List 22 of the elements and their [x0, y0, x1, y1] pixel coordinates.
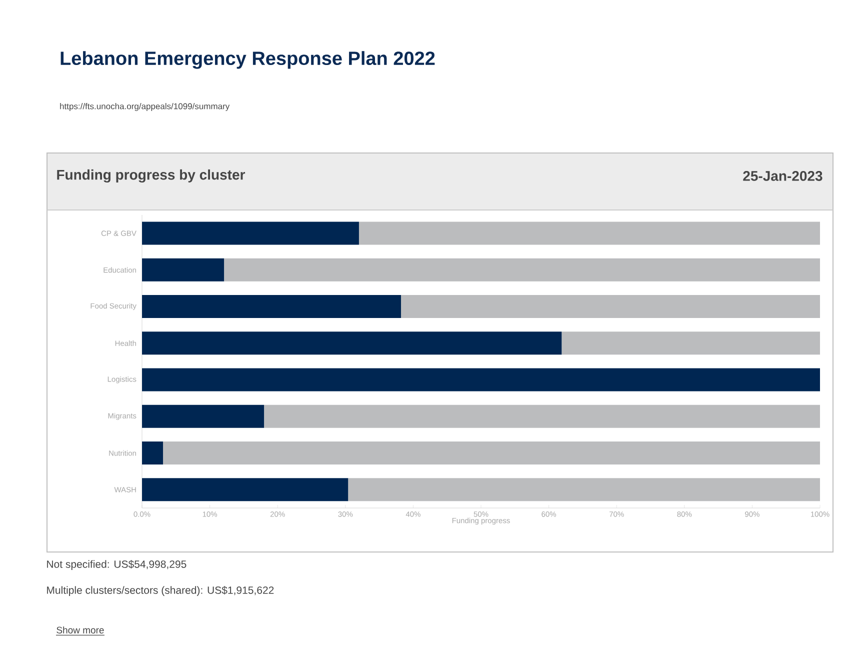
- bar: [224, 258, 820, 282]
- bar: [562, 332, 820, 355]
- bar: [163, 442, 820, 465]
- bar: [142, 442, 164, 465]
- bar: [264, 404, 820, 428]
- text: 25-Jan-2023: [743, 171, 822, 181]
- chart-title: Lebanon Emergency Response Plan 2022: [60, 51, 435, 69]
- bar: [142, 258, 224, 282]
- text: Show more: [56, 626, 104, 634]
- bar: [142, 478, 348, 502]
- bar: [358, 222, 820, 245]
- text: Not specified: US$54,998,295: [47, 560, 186, 570]
- text: Multiple clusters/sectors (shared): US$1,915,622: [47, 586, 274, 596]
- bar: [142, 332, 562, 355]
- bar: [401, 295, 820, 318]
- bar: [348, 478, 820, 502]
- bar: [142, 404, 264, 428]
- bar: [142, 368, 820, 392]
- chart-subtitle: https://fts.unocha.org/appeals/1099/summary: [60, 103, 230, 111]
- text: Funding progress by cluster: [57, 169, 246, 183]
- bar: [142, 222, 359, 245]
- bar: [142, 295, 401, 318]
